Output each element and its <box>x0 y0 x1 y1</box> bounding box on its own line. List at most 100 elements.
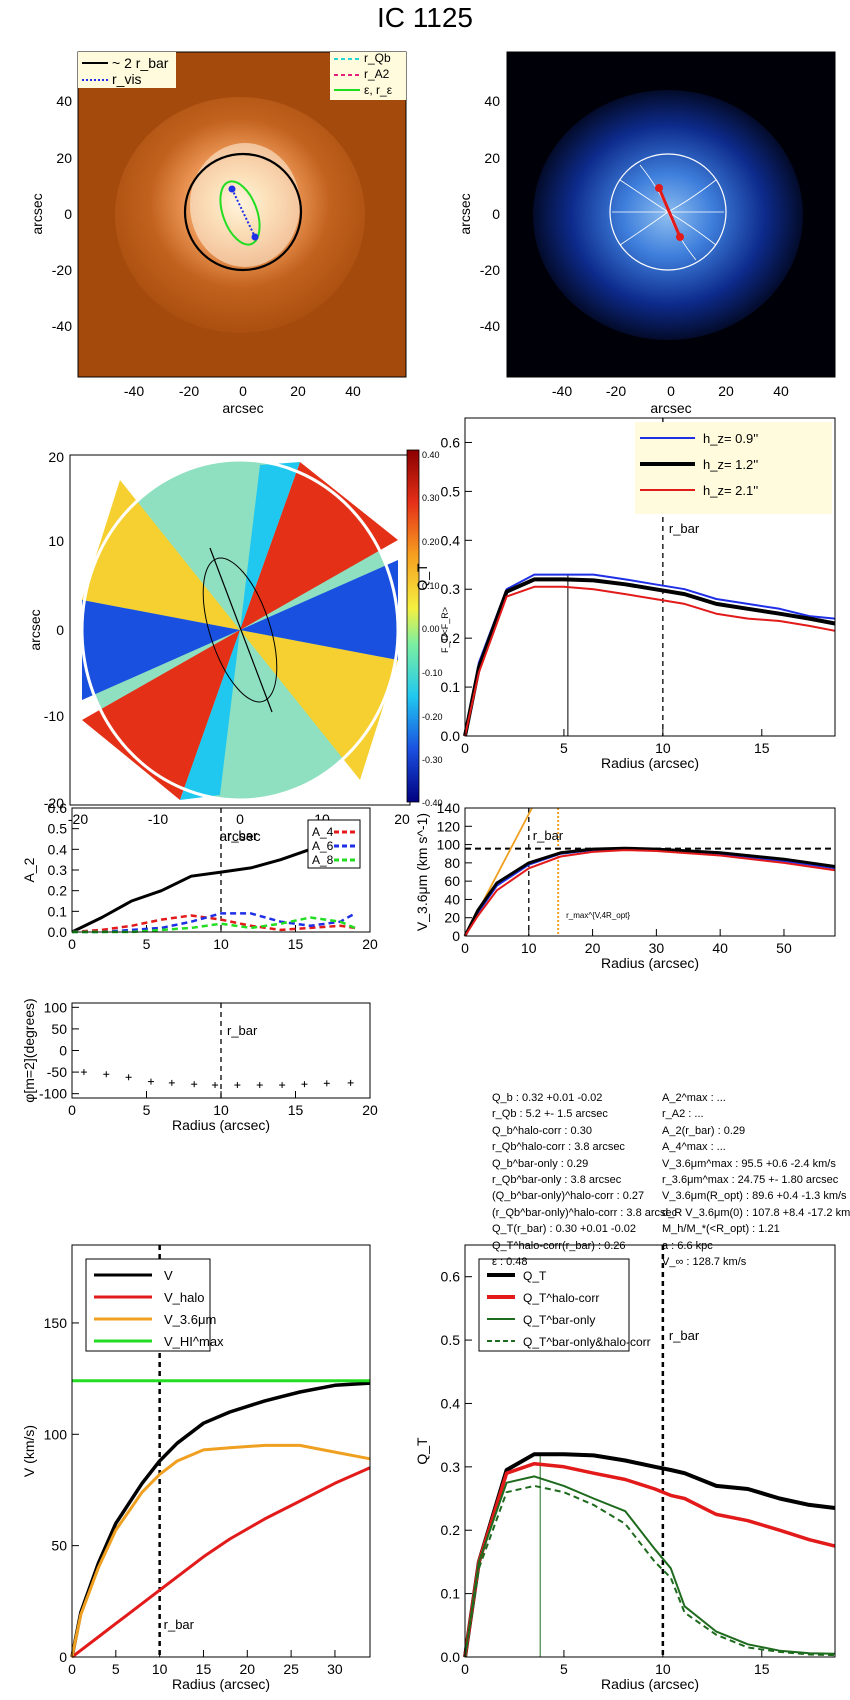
y-tick-label: -100 <box>39 1086 67 1102</box>
ratio-map-image <box>80 458 400 802</box>
tick-label: 10 <box>48 533 64 549</box>
y-tick-label: 0.4 <box>441 1395 461 1411</box>
figure-title: IC 1125 <box>377 2 473 33</box>
series-line <box>71 914 356 934</box>
galaxy-core <box>190 143 300 267</box>
series-line <box>463 1461 836 1658</box>
map-edge <box>80 458 400 802</box>
tick-label: 40 <box>484 93 500 109</box>
bar-end-point <box>655 184 663 192</box>
parameter-column-left: Q_b : 0.32 +0.01 -0.02 r_Qb : 5.2 +- 1.5… <box>492 1090 678 1270</box>
legend-label: A_8 <box>312 853 334 867</box>
force-path <box>619 179 669 213</box>
parameter-table: Q_b : 0.32 +0.01 -0.02 r_Qb : 5.2 +- 1.5… <box>492 1090 850 1268</box>
rbar-label: r_bar <box>164 1617 195 1632</box>
two-rbar-circle <box>183 152 303 272</box>
colorbar-ticks: 0.40 0.30 0.20 0.10 0.00 -0.10 -0.20 -0.… <box>422 450 443 808</box>
series-line <box>72 912 356 934</box>
x-tick-label: 15 <box>288 1102 304 1118</box>
plot-frame <box>464 417 836 737</box>
ratio-map-xlabel: arcsec <box>219 828 260 844</box>
tick-label: 0.20 <box>422 537 440 547</box>
x-tick-label: 10 <box>521 940 537 956</box>
y-tick-label: 0.6 <box>48 800 68 816</box>
y-axis-label: φ[m=2](degrees) <box>21 998 37 1102</box>
series-line <box>464 573 836 737</box>
tick-label: 40 <box>773 383 789 399</box>
rbar-label: r_bar <box>533 828 564 843</box>
y-tick-label: 150 <box>44 1315 68 1331</box>
force-path <box>619 211 669 246</box>
y-axis-label: A_2 <box>21 857 37 882</box>
y-tick-label: 100 <box>44 999 68 1015</box>
tick-label: 0 <box>239 383 247 399</box>
tick-label: -10 <box>148 811 168 827</box>
x-tick-label: 30 <box>649 940 665 956</box>
param-rqb-baronly-halo: (r_Qb^bar-only)^halo-corr : 3.8 arcsec <box>492 1206 678 1219</box>
tick-label: 0.40 <box>422 450 440 460</box>
y-tick-label: 80 <box>444 855 460 871</box>
param-a2max: A_2^max : ... <box>662 1092 726 1104</box>
image-right-yticks: 40 20 0 -20 -40 <box>480 93 500 334</box>
colorbar-label: F_T/<F_R> <box>440 607 450 653</box>
tick-label: -20 <box>480 262 500 278</box>
panel-image-right: -40 -20 0 20 40 40 20 0 -20 -40 arcsec a… <box>457 51 836 416</box>
x-tick-label: 15 <box>754 1661 770 1677</box>
legend-label: V_3.6μm <box>164 1312 216 1327</box>
x-tick-label: 0 <box>461 740 469 756</box>
y-tick-label: 0.3 <box>441 1459 461 1475</box>
legend-left-box <box>78 52 176 88</box>
legend-label: Q_T^bar-only <box>523 1313 595 1327</box>
x-tick-label: 20 <box>362 1102 378 1118</box>
rvis-point <box>251 233 259 241</box>
param-a: a : 6.6 kpc <box>662 1239 713 1252</box>
tick-label: -0.30 <box>422 755 443 765</box>
param-v-ropt: V_3.6μm(R_opt) : 89.6 +0.4 -1.3 km/s <box>662 1190 847 1203</box>
x-tick-label: 0 <box>461 940 469 956</box>
y-axis-label: Q_T <box>414 563 430 591</box>
x-tick-label: 15 <box>288 936 304 952</box>
image-right-xlabel: arcsec <box>650 400 691 416</box>
x-tick-label: 20 <box>585 940 601 956</box>
x-tick-label: 15 <box>754 740 770 756</box>
series-line <box>70 1443 371 1658</box>
tick-label: 20 <box>56 150 72 166</box>
bar-ellipse <box>202 557 278 703</box>
legend-epsilon: ε, r_ε <box>364 83 393 97</box>
tick-label: 0 <box>492 206 500 222</box>
ellipticity-ellipse <box>219 180 261 246</box>
rbar-label: r_bar <box>669 1328 700 1343</box>
x-tick-label: 5 <box>560 740 568 756</box>
y-tick-label: 100 <box>44 1426 68 1442</box>
param-a2-rbar: A_2(r_bar) : 0.29 <box>662 1124 746 1137</box>
tick-label: 0 <box>64 206 72 222</box>
x-axis-label: Radius (arcsec) <box>601 1676 699 1692</box>
y-tick-label: 0.1 <box>48 903 68 919</box>
series-line <box>464 849 836 937</box>
y-tick-label: 0.5 <box>48 821 68 837</box>
y-tick-label: 0.2 <box>441 630 461 646</box>
bar-axis-line <box>657 187 682 238</box>
y-tick-label: 0.0 <box>441 1649 461 1665</box>
legend-label: h_z= 1.2'' <box>703 457 758 472</box>
legend-label: Q_T <box>523 1269 547 1283</box>
x-tick-label: 0 <box>68 1102 76 1118</box>
x-axis-label: Radius (arcsec) <box>601 755 699 771</box>
y-tick-label: 0.4 <box>48 841 68 857</box>
tick-label: 0.00 <box>422 624 440 634</box>
y-tick-label: 0.1 <box>441 679 461 695</box>
param-ra2: r_A2 : ... <box>662 1108 704 1121</box>
chart-panel-5: 0 5 10 15 20 25 30 0 50 100 150 Radius (arcsec) V (k… <box>21 1244 371 1692</box>
y-tick-label: 0.2 <box>441 1522 461 1538</box>
param-rqb-halo: r_Qb^halo-corr : 3.8 arcsec <box>492 1141 625 1154</box>
x-tick-label: 0 <box>68 1661 76 1677</box>
param-epsilon: ε : 0.48 <box>492 1255 528 1268</box>
x-axis-label: Radius (arcsec) <box>172 1676 270 1692</box>
legend-label: h_z= 2.1'' <box>703 483 758 498</box>
y-tick-label: 120 <box>437 818 461 834</box>
force-path <box>667 179 717 213</box>
legend-label: V <box>164 1268 173 1283</box>
x-tick-label: 5 <box>143 936 151 952</box>
bar-end-point <box>676 233 684 241</box>
